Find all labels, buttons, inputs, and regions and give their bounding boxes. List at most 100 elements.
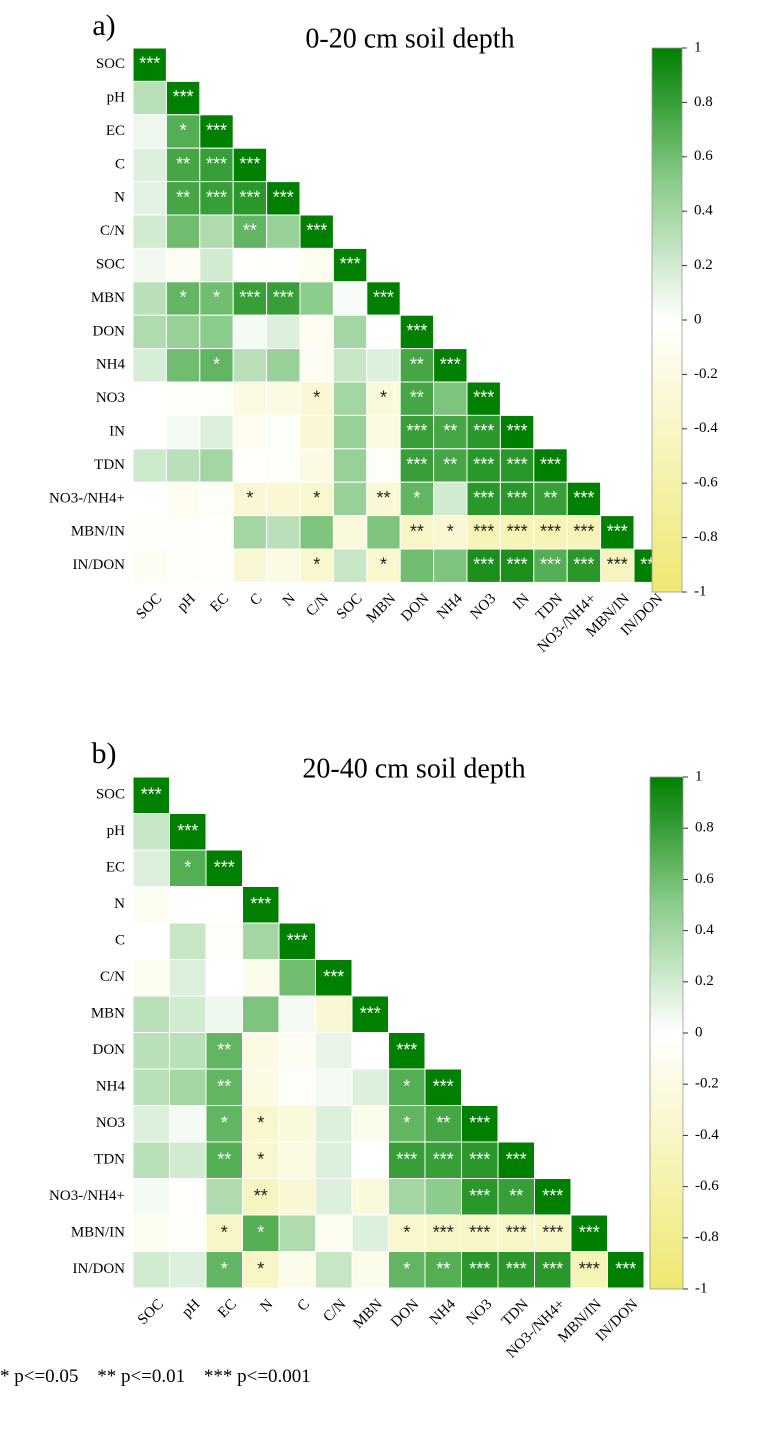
- heatmap-cell: [242, 1032, 280, 1070]
- heatmap-cell: [466, 381, 501, 416]
- significance-mark: **: [243, 221, 257, 241]
- significance-mark: *: [447, 521, 454, 541]
- heatmap-cell: [132, 959, 170, 997]
- significance-mark: ***: [141, 784, 162, 804]
- heatmap-cell: [132, 1141, 170, 1179]
- heatmap-cell: [278, 1214, 316, 1252]
- heatmap-cell: [424, 1141, 462, 1179]
- heatmap-cell: [461, 1178, 499, 1216]
- heatmap-cell: [315, 1178, 353, 1216]
- significance-mark: *: [213, 354, 220, 374]
- heatmap-cell: [199, 381, 234, 416]
- row-label: IN/DON: [73, 557, 126, 573]
- heatmap-cell: [165, 515, 201, 550]
- heatmap-cell: [199, 515, 234, 550]
- heatmap-cell: [278, 1178, 316, 1216]
- significance-mark: ***: [540, 455, 561, 475]
- heatmap-cell: [199, 481, 234, 517]
- column-label: pH: [179, 1296, 203, 1320]
- heatmap-cell: [242, 1068, 280, 1106]
- heatmap-cell: [266, 381, 301, 416]
- significance-mark: ***: [573, 521, 594, 541]
- colorbar-tick-label: 0.6: [694, 148, 713, 164]
- significance-mark: **: [543, 488, 557, 508]
- heatmap-cell: [165, 548, 201, 583]
- heatmap-cell: [299, 448, 334, 483]
- row-label: MBN/IN: [71, 524, 125, 540]
- row-label: NH4: [96, 1079, 126, 1095]
- row-label: SOC: [96, 787, 125, 803]
- significance-mark: *: [403, 1076, 410, 1096]
- heatmap-cell: [570, 1251, 608, 1289]
- significance-mark: *: [180, 121, 187, 141]
- heatmap-cell: [199, 114, 234, 149]
- row-label: C/N: [100, 969, 125, 985]
- heatmap-cell: [315, 1141, 353, 1179]
- column-label: IN: [510, 591, 533, 614]
- heatmap-cell: [205, 886, 243, 924]
- heatmap-cell: [424, 1105, 462, 1143]
- heatmap-cell: [232, 414, 268, 450]
- heatmap-cell: [205, 1214, 243, 1252]
- significance-mark: ***: [469, 1186, 490, 1206]
- colorbar-tick-label: -0.4: [695, 1127, 719, 1143]
- heatmap-cell: [199, 314, 234, 350]
- heatmap-cell: [199, 214, 234, 249]
- significance-mark: **: [410, 521, 424, 541]
- row-label: pH: [107, 823, 126, 839]
- row-label: NO3-/NH4+: [49, 490, 125, 506]
- significance-mark: ***: [239, 187, 260, 207]
- colorbar: [649, 776, 684, 1290]
- heatmap-cell: [232, 281, 268, 316]
- significance-mark: ***: [607, 555, 628, 575]
- heatmap-cell: [278, 1105, 316, 1143]
- row-label: EC: [106, 123, 125, 139]
- heatmap-cell: [388, 1105, 426, 1143]
- heatmap-cell: [169, 886, 207, 924]
- heatmap-cell: [232, 214, 268, 249]
- significance-mark: ***: [206, 121, 227, 141]
- significance-mark: ***: [615, 1259, 636, 1279]
- significance-mark: *: [246, 488, 253, 508]
- heatmap-cell: [499, 548, 535, 583]
- heatmap-cell: [366, 348, 401, 383]
- legend-item-3: *** p<=0.001: [203, 1366, 311, 1387]
- significance-mark: *: [221, 1222, 228, 1242]
- heatmap-cell: [205, 1032, 243, 1070]
- heatmap-cell: [205, 1178, 243, 1216]
- heatmap-cell: [332, 448, 368, 483]
- significance-mark: ***: [473, 521, 494, 541]
- column-label: NH4: [427, 1296, 459, 1328]
- colorbar-tick-label: -1: [695, 1280, 708, 1296]
- heatmap-cell: [266, 247, 301, 283]
- column-label: C: [247, 591, 265, 609]
- heatmap-cell: [132, 1032, 170, 1070]
- heatmap-cell: [169, 1251, 207, 1289]
- heatmap-cell: [461, 1141, 499, 1179]
- heatmap-cell: [132, 247, 167, 283]
- heatmap-cell: [132, 922, 170, 960]
- heatmap-cell: [205, 959, 243, 997]
- column-label: TDN: [499, 1296, 532, 1329]
- heatmap-cell: [169, 1105, 207, 1143]
- row-label: pH: [107, 90, 126, 106]
- significance-mark: ***: [173, 87, 194, 107]
- significance-mark: ***: [287, 930, 308, 950]
- column-label: NO3: [467, 591, 499, 623]
- significance-mark: **: [443, 455, 457, 475]
- heatmap-cell: [424, 1251, 462, 1289]
- significance-mark: ***: [273, 187, 294, 207]
- significance-mark: ***: [473, 488, 494, 508]
- row-label: TDN: [94, 1152, 125, 1168]
- heatmap-cell: [299, 414, 334, 450]
- row-label: C: [115, 156, 125, 172]
- heatmap-cell: [132, 448, 167, 483]
- significance-mark: ***: [542, 1259, 563, 1279]
- heatmap-cell: [132, 114, 167, 149]
- heatmap-cell: [205, 849, 243, 887]
- heatmap-cell: [497, 1214, 535, 1252]
- significance-mark: ***: [239, 154, 260, 174]
- heatmap-cell: [199, 448, 234, 483]
- heatmap-cell: [332, 515, 368, 550]
